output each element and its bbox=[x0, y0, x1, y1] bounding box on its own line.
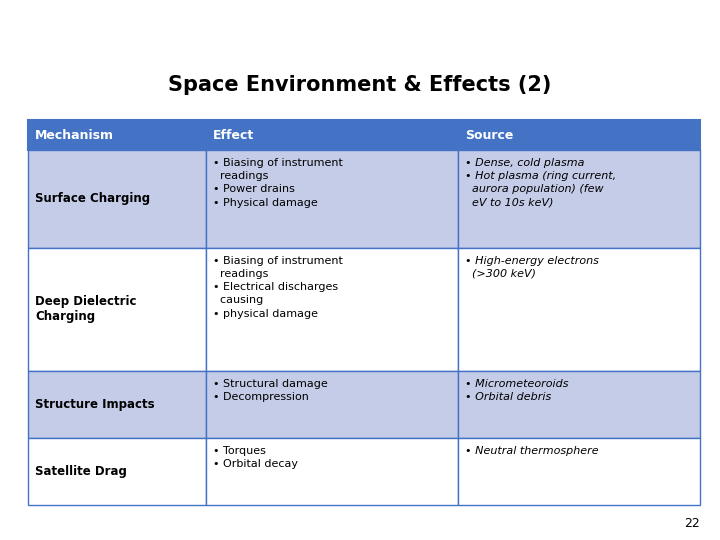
Bar bbox=[28, 150, 206, 248]
Text: Bootcamp 2018: Bootcamp 2018 bbox=[107, 12, 200, 25]
Bar bbox=[458, 248, 700, 371]
Bar bbox=[206, 120, 458, 150]
Text: Effect: Effect bbox=[213, 129, 254, 141]
Text: Deep Dielectric
Charging: Deep Dielectric Charging bbox=[35, 295, 137, 323]
Text: • Neutral thermosphere: • Neutral thermosphere bbox=[465, 446, 599, 456]
Bar bbox=[206, 438, 458, 505]
Text: • Torques
• Orbital decay: • Torques • Orbital decay bbox=[213, 446, 298, 469]
Text: • Structural damage
• Decompression: • Structural damage • Decompression bbox=[213, 379, 328, 402]
Bar bbox=[206, 248, 458, 371]
Text: Satellite Drag: Satellite Drag bbox=[35, 465, 127, 478]
Bar bbox=[28, 120, 206, 150]
Bar bbox=[28, 438, 206, 505]
Text: Space Weather: Space Weather bbox=[13, 12, 114, 25]
Text: Surface Charging: Surface Charging bbox=[35, 192, 150, 205]
Bar bbox=[458, 438, 700, 505]
Bar bbox=[458, 371, 700, 438]
Text: • Micrometeoroids
• Orbital debris: • Micrometeoroids • Orbital debris bbox=[465, 379, 569, 402]
Bar bbox=[458, 150, 700, 248]
Bar bbox=[458, 120, 700, 150]
Bar bbox=[206, 150, 458, 248]
Text: • High-energy electrons
  (>300 keV): • High-energy electrons (>300 keV) bbox=[465, 256, 599, 279]
Text: Source: Source bbox=[465, 129, 513, 141]
Text: UNCLASSIFIED: UNCLASSIFIED bbox=[284, 14, 349, 23]
Text: • Biasing of instrument
  readings
• Electrical discharges
  causing
• physical : • Biasing of instrument readings • Elect… bbox=[213, 256, 343, 319]
Text: • Biasing of instrument
  readings
• Power drains
• Physical damage: • Biasing of instrument readings • Power… bbox=[213, 158, 343, 207]
Text: Space Environment & Effects (2): Space Environment & Effects (2) bbox=[168, 75, 552, 95]
Text: 22: 22 bbox=[684, 517, 700, 530]
Text: Mechanism: Mechanism bbox=[35, 129, 114, 141]
Bar bbox=[206, 371, 458, 438]
Text: • Dense, cold plasma
• Hot plasma (ring current,
  aurora population) (few
  eV : • Dense, cold plasma • Hot plasma (ring … bbox=[465, 158, 616, 207]
Bar bbox=[28, 248, 206, 371]
Text: Structure Impacts: Structure Impacts bbox=[35, 398, 155, 411]
Bar bbox=[28, 371, 206, 438]
